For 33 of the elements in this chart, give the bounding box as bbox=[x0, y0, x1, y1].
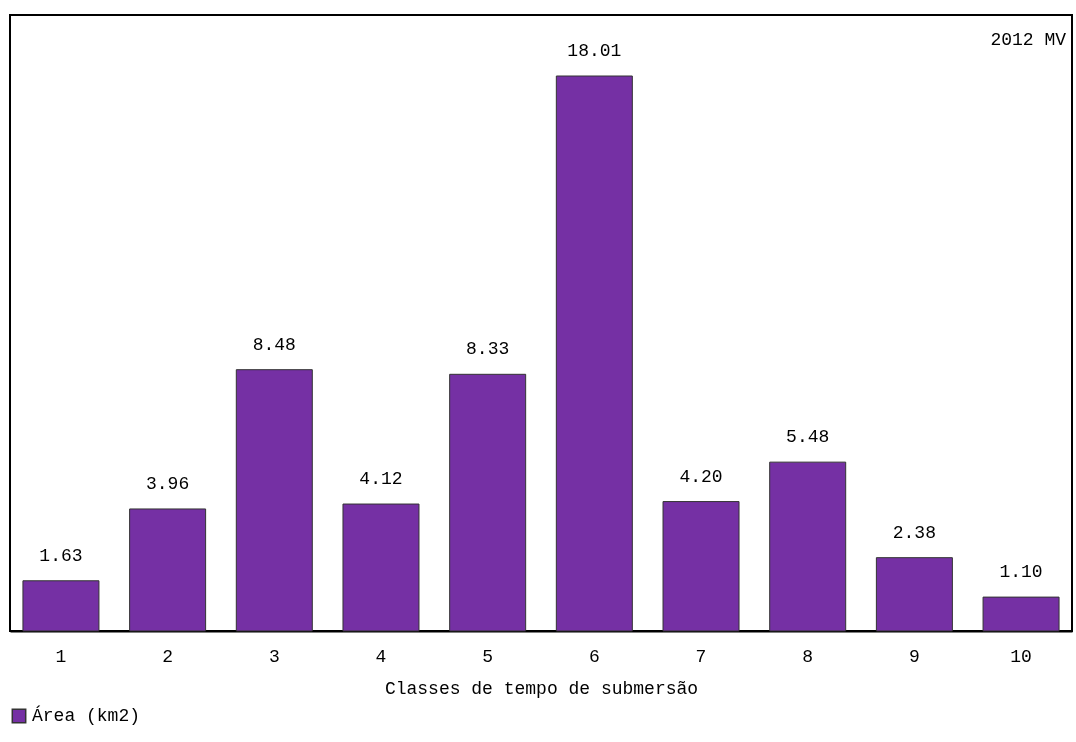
bar bbox=[982, 596, 1060, 632]
data-label: 5.48 bbox=[786, 427, 830, 448]
legend-label: Área (km2) bbox=[32, 705, 141, 726]
bar bbox=[555, 75, 633, 632]
bar bbox=[342, 503, 420, 632]
text: 2012 MV bbox=[990, 30, 1067, 50]
x-tick-label: 2 bbox=[162, 646, 174, 667]
bar bbox=[662, 501, 740, 632]
bar bbox=[22, 580, 100, 632]
x-tick-label: 1 bbox=[55, 646, 67, 667]
x-tick-label: 7 bbox=[695, 646, 707, 667]
data-label: 8.33 bbox=[466, 339, 510, 360]
x-tick-label: 8 bbox=[802, 646, 814, 667]
data-label: 4.12 bbox=[359, 469, 403, 490]
data-label: 4.20 bbox=[679, 466, 723, 487]
bar bbox=[235, 369, 313, 632]
x-axis-title: Classes de tempo de submersão bbox=[384, 678, 699, 699]
bar bbox=[129, 508, 207, 632]
bar bbox=[449, 373, 527, 632]
x-tick-label: 4 bbox=[375, 646, 387, 667]
data-label: 3.96 bbox=[146, 473, 190, 494]
data-label: 1.10 bbox=[999, 562, 1043, 583]
data-label: 2.38 bbox=[892, 522, 936, 543]
bar bbox=[769, 461, 847, 632]
data-label: 8.48 bbox=[252, 334, 296, 355]
x-tick-label: 9 bbox=[908, 646, 920, 667]
bar bbox=[875, 557, 953, 632]
data-label: 1.63 bbox=[39, 545, 83, 566]
data-label: 18.01 bbox=[567, 41, 622, 61]
x-tick-label: 3 bbox=[268, 646, 280, 667]
x-tick-label: 6 bbox=[588, 646, 600, 667]
x-tick-label: 10 bbox=[1010, 646, 1032, 667]
x-tick-label: 5 bbox=[482, 646, 494, 667]
